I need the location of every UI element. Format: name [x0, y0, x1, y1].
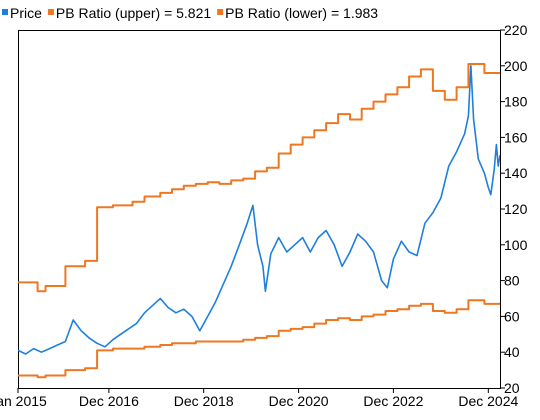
x-tick-label: Dec 2020 [269, 393, 329, 409]
y-axis: 20 40 60 80 100 120 140 160 180 200 220 [500, 22, 528, 396]
y-tick-label: 20 [504, 380, 520, 396]
series-layer [18, 63, 500, 379]
y-tick-label: 80 [504, 273, 520, 289]
series-line-0 [18, 65, 500, 355]
y-tick-label: 200 [504, 58, 528, 74]
y-tick-label: 160 [504, 129, 528, 145]
y-tick-label: 60 [504, 308, 520, 324]
legend-label: PB Ratio (lower) = 1.983 [225, 5, 378, 21]
legend-marker [47, 9, 54, 15]
y-tick-label: 180 [504, 94, 528, 110]
x-tick-label: Jan 2015 [0, 393, 47, 409]
y-tick-label: 100 [504, 237, 528, 253]
series-line-2 [18, 299, 500, 379]
x-tick-label: Dec 2016 [79, 393, 139, 409]
x-tick-label: Dec 2024 [458, 393, 518, 409]
legend-label: Price [10, 5, 42, 21]
y-tick-label: 140 [504, 165, 528, 181]
legend-label: PB Ratio (upper) = 5.821 [56, 5, 211, 21]
x-axis: Jan 2015 Dec 2016 Dec 2018 Dec 2020 Dec 2022… [0, 388, 518, 409]
x-tick-label: Dec 2022 [363, 393, 423, 409]
chart-legend: Price PB Ratio (upper) = 5.821 PB Ratio (l… [2, 5, 378, 21]
y-tick-label: 120 [504, 201, 528, 217]
x-tick-label: Dec 2018 [174, 393, 234, 409]
y-tick-label: 40 [504, 344, 520, 360]
legend-marker [2, 9, 8, 15]
legend-marker [217, 9, 224, 15]
plot-area-frame [18, 30, 501, 389]
y-tick-label: 220 [504, 22, 528, 38]
series-line-1 [18, 63, 500, 293]
